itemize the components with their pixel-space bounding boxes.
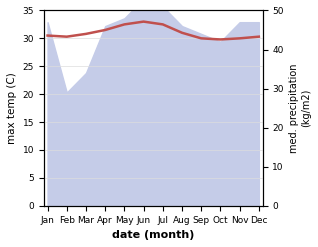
X-axis label: date (month): date (month) — [112, 230, 194, 240]
Y-axis label: max temp (C): max temp (C) — [7, 72, 17, 144]
Y-axis label: med. precipitation
(kg/m2): med. precipitation (kg/m2) — [289, 63, 311, 153]
